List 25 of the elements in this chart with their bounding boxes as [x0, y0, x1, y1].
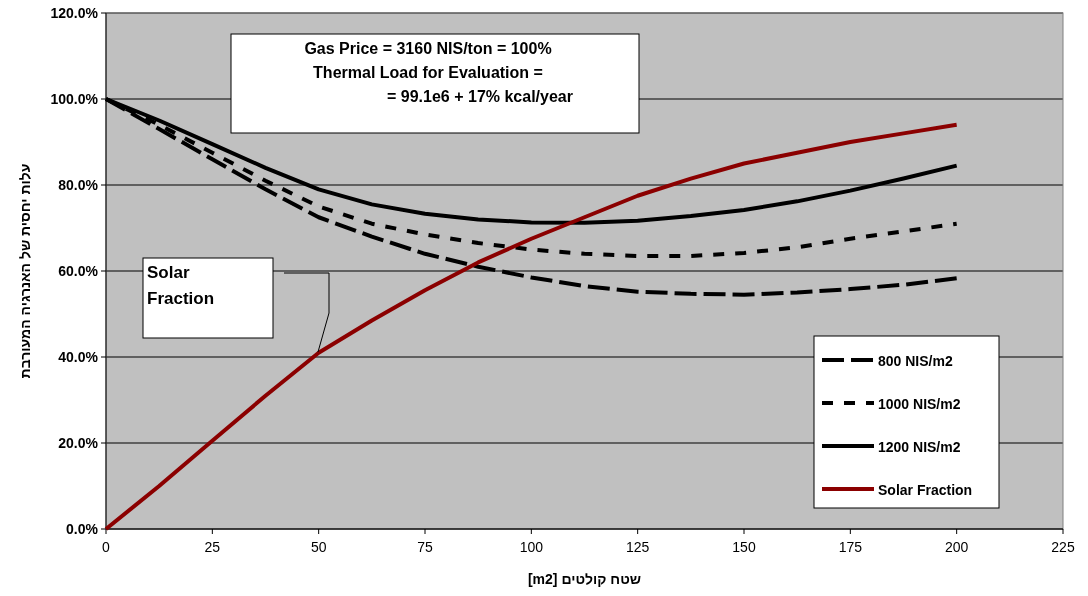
x-tick-label: 50	[310, 539, 327, 555]
annotation: Gas Price = 3160 NIS/ton = 100% Thermal Load for Evaluation = = 99.1e6 + 17% kcal/year	[304, 40, 573, 105]
y-tick-label: 100.0%	[50, 91, 99, 107]
legend-label: 1200 NIS/m2	[878, 439, 961, 455]
x-tick-label: 0	[102, 539, 111, 555]
x-tick-label: 100	[519, 539, 544, 555]
y-tick-label: 80.0%	[58, 177, 99, 193]
y-axis-title: עלות יחסית של האנרגיה המעורבת	[17, 163, 33, 379]
x-tick-label: 150	[732, 539, 756, 555]
y-tick-label: 40.0%	[58, 349, 99, 365]
annotation: Solar Fraction	[147, 263, 215, 308]
x-tick-label: 175	[838, 539, 863, 555]
y-tick-label: 20.0%	[58, 435, 99, 451]
y-tick-label: 60.0%	[58, 263, 99, 279]
legend-label: Solar Fraction	[878, 482, 973, 498]
y-tick-label: 120.0%	[50, 5, 99, 21]
legend-label: 1000 NIS/m2	[878, 396, 961, 412]
legend-label: 800 NIS/m2	[878, 353, 953, 369]
x-tick-label: 200	[944, 539, 969, 555]
x-tick-label: 125	[625, 539, 650, 555]
x-tick-label: 75	[417, 539, 433, 555]
x-tick-label: 225	[1051, 539, 1075, 555]
x-axis-title: שטח קולטים [m2]	[527, 571, 642, 587]
y-tick-label: 0.0%	[66, 521, 99, 537]
x-tick-label: 25	[204, 539, 221, 555]
